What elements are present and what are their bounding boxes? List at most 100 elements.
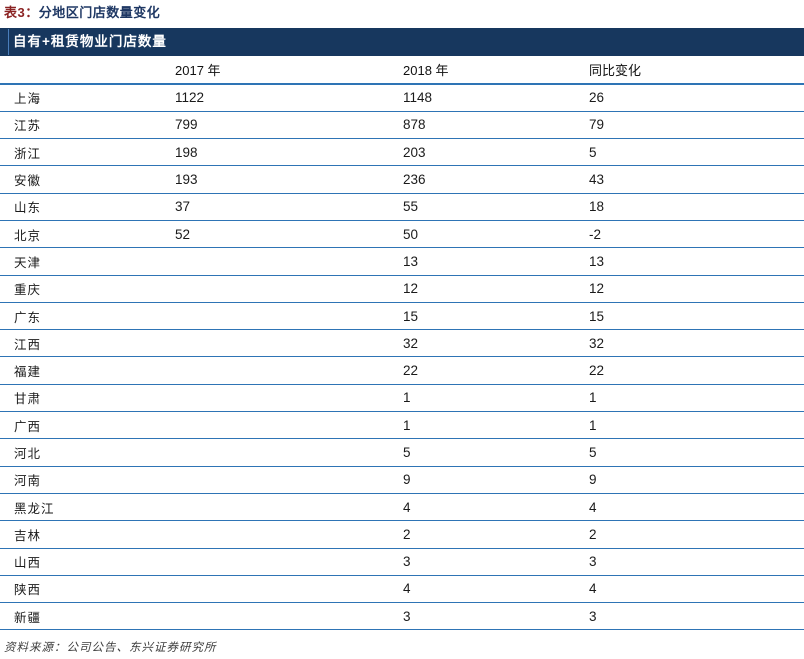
table-row: 吉林 2 2 xyxy=(0,520,804,549)
change-cell: 3 xyxy=(575,602,804,631)
value-2018-cell: 236 xyxy=(389,165,575,194)
region-cell: 山东 xyxy=(0,193,161,221)
table-caption: 表3：分地区门店数量变化 xyxy=(4,2,160,21)
value-2017-cell xyxy=(161,302,389,331)
value-2017-cell: 198 xyxy=(161,138,389,167)
value-2017-cell xyxy=(161,384,389,413)
value-2017-cell xyxy=(161,548,389,576)
region-cell: 吉林 xyxy=(0,520,161,549)
value-2017-cell xyxy=(161,356,389,385)
value-2018-cell: 878 xyxy=(389,111,575,140)
region-cell: 广西 xyxy=(0,411,161,440)
change-cell: 13 xyxy=(575,247,804,276)
change-cell: 79 xyxy=(575,111,804,140)
table-row: 广西 1 1 xyxy=(0,411,804,440)
column-header-row: 2017 年 2018 年 同比变化 xyxy=(0,56,804,85)
value-2018-cell: 1148 xyxy=(389,84,575,112)
column-header-2018: 2018 年 xyxy=(389,56,575,85)
change-cell: 32 xyxy=(575,329,804,358)
value-2017-cell: 193 xyxy=(161,165,389,194)
change-cell: 26 xyxy=(575,84,804,112)
value-2018-cell: 1 xyxy=(389,384,575,413)
region-cell: 山西 xyxy=(0,548,161,576)
change-cell: 12 xyxy=(575,275,804,303)
change-cell: 4 xyxy=(575,575,804,604)
table-row: 安徽 193 236 43 xyxy=(0,165,804,194)
value-2018-cell: 32 xyxy=(389,329,575,358)
region-cell: 广东 xyxy=(0,302,161,331)
column-header-2017: 2017 年 xyxy=(161,56,389,85)
table-row: 浙江 198 203 5 xyxy=(0,138,804,167)
value-2017-cell: 1122 xyxy=(161,84,389,112)
table-row: 山西 3 3 xyxy=(0,548,804,576)
table-row: 北京 52 50 -2 xyxy=(0,220,804,249)
band-left-accent-line xyxy=(8,29,9,55)
change-cell: -2 xyxy=(575,220,804,249)
change-cell: 3 xyxy=(575,548,804,576)
change-cell: 1 xyxy=(575,384,804,413)
region-cell: 河南 xyxy=(0,466,161,494)
value-2017-cell xyxy=(161,520,389,549)
change-cell: 18 xyxy=(575,193,804,221)
value-2018-cell: 15 xyxy=(389,302,575,331)
table-header-band-text: 自有+租赁物业门店数量 xyxy=(13,34,167,49)
value-2018-cell: 3 xyxy=(389,548,575,576)
table-row: 河北 5 5 xyxy=(0,438,804,467)
value-2017-cell xyxy=(161,493,389,522)
column-header-region xyxy=(0,56,161,85)
value-2018-cell: 12 xyxy=(389,275,575,303)
table-row: 天津 13 13 xyxy=(0,247,804,276)
value-2018-cell: 22 xyxy=(389,356,575,385)
value-2017-cell: 799 xyxy=(161,111,389,140)
region-cell: 天津 xyxy=(0,247,161,276)
change-cell: 9 xyxy=(575,466,804,494)
value-2018-cell: 3 xyxy=(389,602,575,631)
table-header-band: 自有+租赁物业门店数量 xyxy=(0,28,804,56)
table-row: 江西 32 32 xyxy=(0,329,804,358)
store-count-table: 2017 年 2018 年 同比变化 上海 1122 1148 26 江苏 79… xyxy=(0,56,804,631)
table-row: 广东 15 15 xyxy=(0,302,804,331)
value-2017-cell xyxy=(161,411,389,440)
table-row: 甘肃 1 1 xyxy=(0,384,804,413)
value-2017-cell xyxy=(161,275,389,303)
table-row: 福建 22 22 xyxy=(0,356,804,385)
table-row: 山东 37 55 18 xyxy=(0,193,804,221)
value-2017-cell xyxy=(161,602,389,631)
region-cell: 新疆 xyxy=(0,602,161,631)
change-cell: 5 xyxy=(575,138,804,167)
value-2018-cell: 4 xyxy=(389,493,575,522)
table-row: 河南 9 9 xyxy=(0,466,804,494)
value-2017-cell xyxy=(161,575,389,604)
value-2017-cell xyxy=(161,466,389,494)
change-cell: 15 xyxy=(575,302,804,331)
region-cell: 浙江 xyxy=(0,138,161,167)
value-2017-cell xyxy=(161,329,389,358)
value-2017-cell xyxy=(161,247,389,276)
region-cell: 陕西 xyxy=(0,575,161,604)
table-row: 黑龙江 4 4 xyxy=(0,493,804,522)
table-caption-label: 表3： xyxy=(4,5,39,20)
value-2018-cell: 2 xyxy=(389,520,575,549)
source-note: 资料来源：公司公告、东兴证券研究所 xyxy=(4,642,217,654)
region-cell: 上海 xyxy=(0,84,161,112)
region-cell: 江苏 xyxy=(0,111,161,140)
table-caption-text: 分地区门店数量变化 xyxy=(38,5,161,20)
value-2017-cell: 37 xyxy=(161,193,389,221)
table-row: 江苏 799 878 79 xyxy=(0,111,804,140)
value-2018-cell: 203 xyxy=(389,138,575,167)
region-cell: 黑龙江 xyxy=(0,493,161,522)
change-cell: 2 xyxy=(575,520,804,549)
table-row: 新疆 3 3 xyxy=(0,602,804,631)
value-2018-cell: 9 xyxy=(389,466,575,494)
table-row: 重庆 12 12 xyxy=(0,275,804,303)
change-cell: 5 xyxy=(575,438,804,467)
column-header-change: 同比变化 xyxy=(575,56,804,85)
change-cell: 4 xyxy=(575,493,804,522)
value-2018-cell: 13 xyxy=(389,247,575,276)
change-cell: 1 xyxy=(575,411,804,440)
region-cell: 河北 xyxy=(0,438,161,467)
region-cell: 甘肃 xyxy=(0,384,161,413)
value-2018-cell: 55 xyxy=(389,193,575,221)
table-row: 上海 1122 1148 26 xyxy=(0,84,804,112)
